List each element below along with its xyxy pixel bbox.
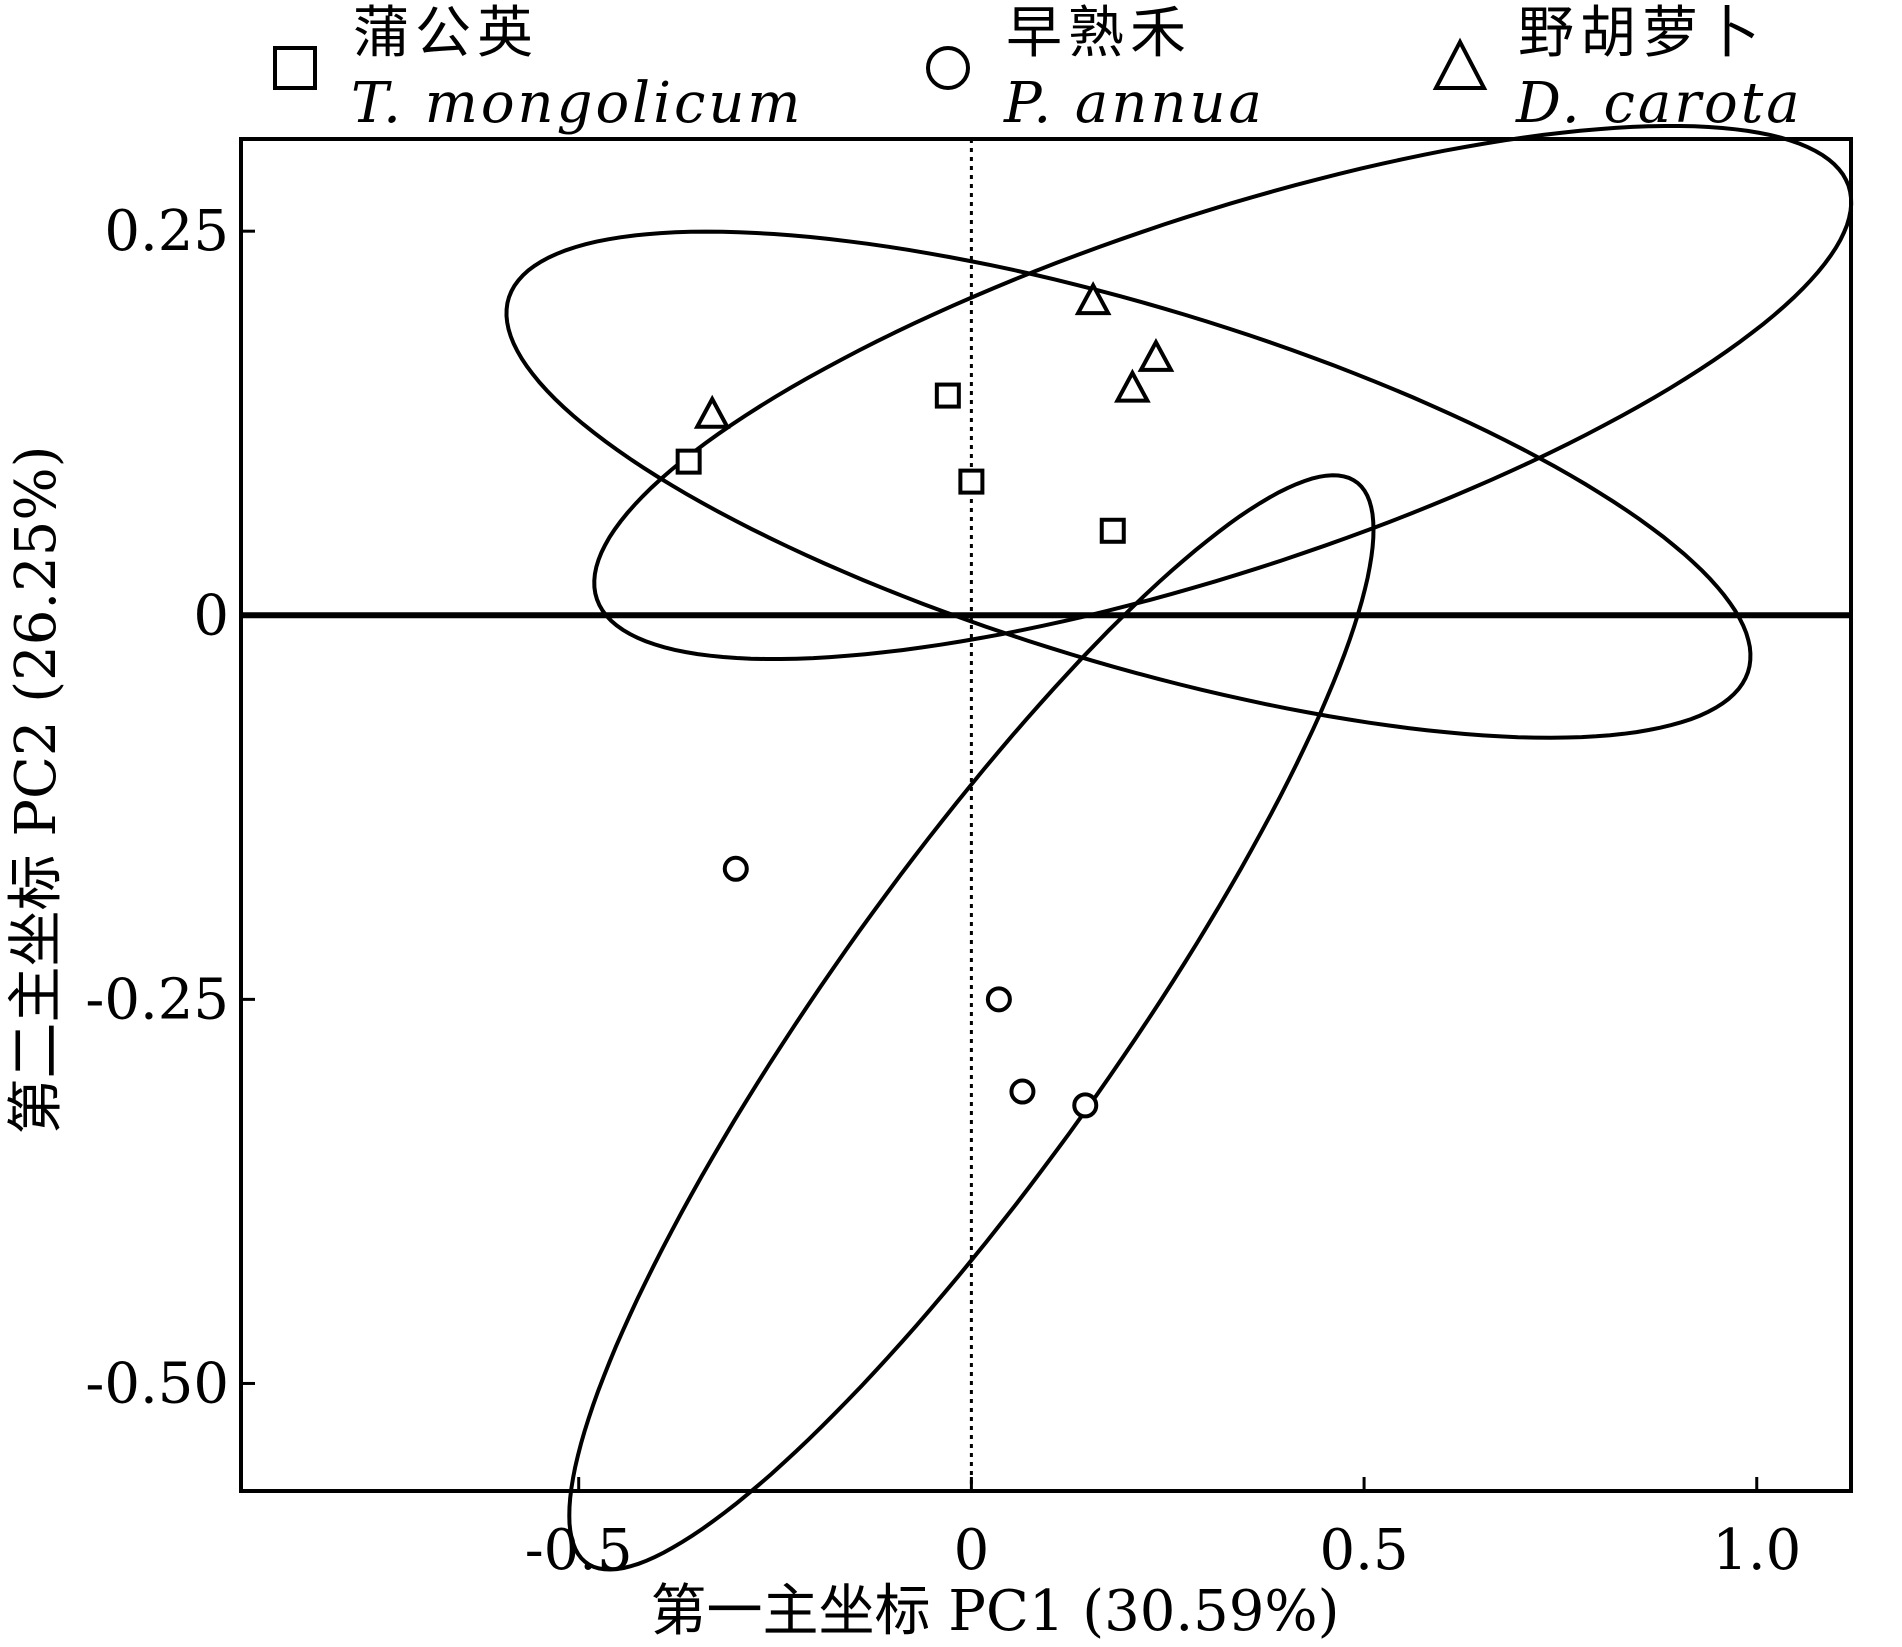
x-tick-label: 0.5 bbox=[1320, 1518, 1409, 1583]
x-tick-label: 0 bbox=[954, 1518, 990, 1583]
legend-marker-t-mongolicum bbox=[273, 46, 317, 90]
legend-marker-d-carota bbox=[1432, 37, 1488, 90]
x-tick-label: 1.0 bbox=[1712, 1518, 1801, 1583]
point-d-carota bbox=[1074, 281, 1112, 316]
legend-marker-p-annua bbox=[926, 46, 970, 90]
point-d-carota bbox=[693, 394, 731, 429]
confidence-ellipses bbox=[504, 124, 1854, 1572]
ellipse-d-carota bbox=[592, 124, 1854, 661]
y-axis-title: 第二主坐标 PC2 (26.25%) bbox=[4, 446, 69, 1135]
data-points bbox=[675, 281, 1175, 1119]
point-p-annua bbox=[1072, 1092, 1099, 1119]
x-axis-title: 第一主坐标 PC1 (30.59%) bbox=[651, 1579, 1340, 1644]
point-t-mongolicum bbox=[675, 448, 702, 475]
point-t-mongolicum bbox=[1099, 517, 1126, 544]
point-p-annua bbox=[985, 986, 1012, 1013]
y-axis-ticks: 0.25 0 -0.25 -0.50 bbox=[85, 199, 255, 1416]
point-p-annua bbox=[722, 855, 749, 882]
y-tick-label: -0.50 bbox=[85, 1351, 229, 1416]
point-t-mongolicum bbox=[958, 468, 985, 495]
x-tick-label: -0.5 bbox=[525, 1518, 633, 1583]
legend-label-p-annua: 早熟禾 bbox=[1006, 1, 1192, 66]
ellipse-t-mongolicum bbox=[504, 229, 1753, 740]
y-tick-label: 0 bbox=[193, 583, 229, 648]
reference-lines bbox=[241, 139, 1851, 1491]
point-d-carota bbox=[1137, 337, 1175, 372]
legend-label-d-carota: 野胡萝卜 bbox=[1518, 1, 1766, 66]
legend-latin-t-mongolicum: T. mongolicum bbox=[351, 71, 804, 136]
legend-latin-p-annua: P. annua bbox=[1003, 71, 1265, 136]
x-axis-ticks: -0.5 0 0.5 1.0 bbox=[525, 1477, 1801, 1583]
point-d-carota bbox=[1114, 368, 1151, 403]
point-p-annua bbox=[1009, 1078, 1036, 1105]
y-tick-label: -0.25 bbox=[85, 967, 229, 1032]
plot-frame bbox=[239, 137, 1853, 1493]
point-t-mongolicum bbox=[934, 382, 961, 409]
legend-label-t-mongolicum: 蒲公英 bbox=[353, 1, 539, 66]
y-tick-label: 0.25 bbox=[104, 199, 229, 264]
